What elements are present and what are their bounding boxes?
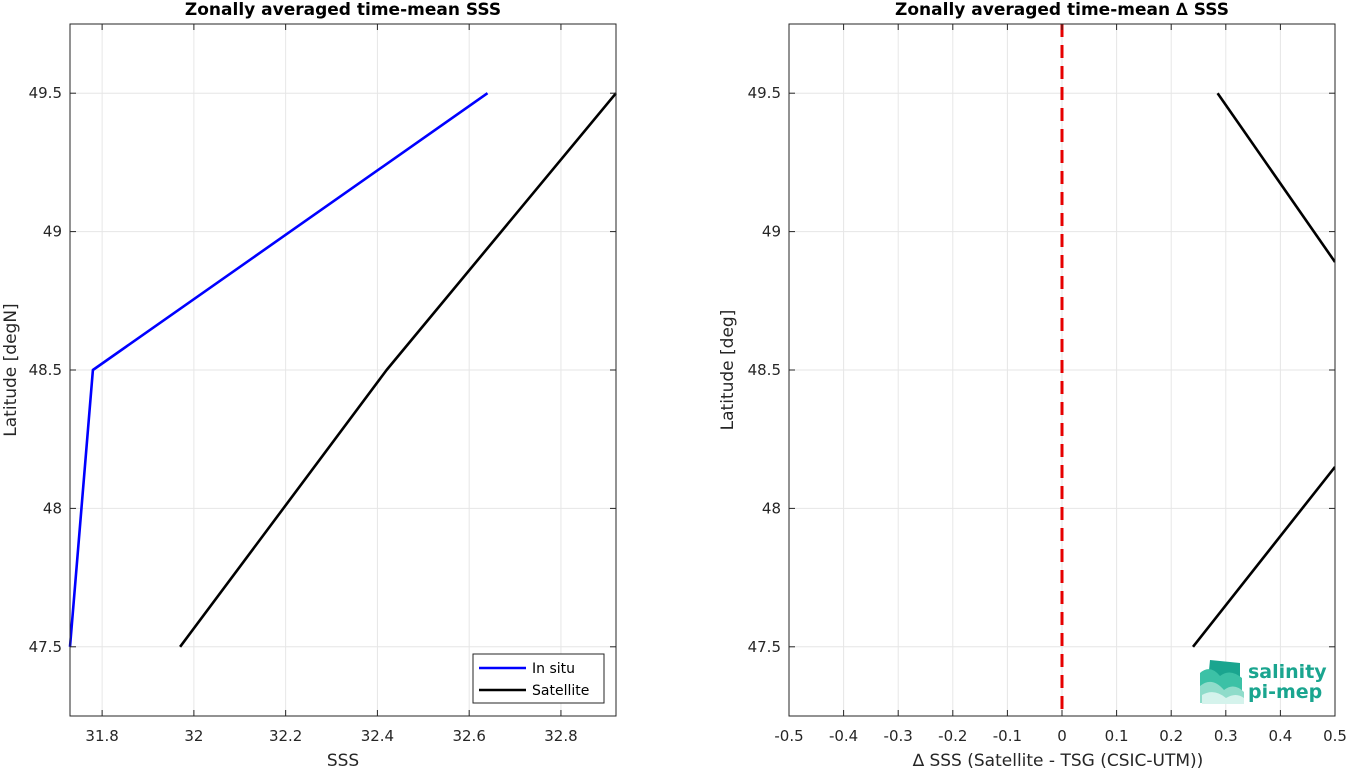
right-series-group (1191, 92, 1335, 648)
right-x-axis-label: ∆ SSS (Satellite - TSG (CSIC-UTM)) (912, 751, 1204, 769)
left-ticks: 31.8 32 32.2 32.4 32.6 32.8 47.5 48 48.5 49 49.5 (29, 24, 616, 745)
legend-label-satellite: Satellite (532, 683, 589, 699)
right-series-line-segment-1 (1191, 466, 1335, 648)
left-panel: 31.8 32 32.2 32.4 32.6 32.8 47.5 48 48.5 49 49.5 Z… (1, 0, 618, 769)
left-grid (70, 24, 616, 716)
left-x-tick-label: 32.8 (544, 727, 577, 745)
right-y-axis-label: Latitude [deg] (718, 310, 738, 431)
legend-box (472, 653, 605, 704)
left-y-tick-label: 49 (43, 223, 62, 241)
right-series-line-segment-2 (1216, 92, 1335, 263)
right-y-tick-label: 48 (762, 499, 781, 517)
legend-label-in-situ: In situ (532, 661, 575, 677)
right-x-tick-label: 0.1 (1105, 727, 1129, 745)
right-x-tick-label: 0.4 (1268, 727, 1292, 745)
left-x-tick-label: 31.8 (85, 727, 118, 745)
left-y-axis-label: Latitude [degN] (1, 303, 21, 436)
logo-text-pi-mep: pi-mep (1248, 681, 1322, 703)
right-ticks: -0.5 -0.4 -0.3 -0.2 -0.1 0 0.1 0.2 0.3 0.4 0.5 47.5… (748, 24, 1347, 745)
right-x-tick-label: -0.2 (938, 727, 967, 745)
right-x-tick-label: -0.3 (884, 727, 913, 745)
left-series-line-satellite (179, 92, 618, 648)
left-x-tick-label: 32.4 (361, 727, 394, 745)
right-x-tick-label: -0.1 (993, 727, 1022, 745)
logo-text-salinity: salinity (1248, 661, 1327, 683)
left-chart-title: Zonally averaged time-mean SSS (185, 0, 501, 20)
left-x-tick-label: 32.2 (269, 727, 302, 745)
right-x-tick-label: 0 (1057, 727, 1067, 745)
right-x-tick-label: 0.3 (1214, 727, 1238, 745)
right-y-tick-label: 49 (762, 223, 781, 241)
right-x-tick-label: -0.5 (774, 727, 803, 745)
right-chart-title: Zonally averaged time-mean ∆ SSS (895, 0, 1229, 20)
right-y-tick-label: 49.5 (748, 84, 781, 102)
salinity-pi-mep-logo: salinity pi-mep (1200, 660, 1327, 704)
right-x-tick-label: -0.4 (829, 727, 858, 745)
left-y-tick-label: 48.5 (29, 361, 62, 379)
right-panel: -0.5 -0.4 -0.3 -0.2 -0.1 0 0.1 0.2 0.3 0.4 0.5 47.5… (718, 0, 1347, 769)
left-y-tick-label: 48 (43, 499, 62, 517)
left-y-tick-label: 47.5 (29, 638, 62, 656)
left-x-tick-label: 32.6 (452, 727, 485, 745)
right-y-tick-label: 47.5 (748, 638, 781, 656)
left-y-tick-label: 49.5 (29, 84, 62, 102)
right-y-tick-label: 48.5 (748, 361, 781, 379)
waves-icon (1200, 660, 1244, 704)
left-x-axis-label: SSS (327, 751, 359, 769)
left-series-line-in-situ (68, 92, 489, 647)
legend: In situ Satellite (472, 653, 605, 704)
left-x-tick-label: 32 (184, 727, 203, 745)
left-series-group (68, 92, 618, 648)
right-x-tick-label: 0.5 (1323, 727, 1347, 745)
right-x-tick-label: 0.2 (1159, 727, 1183, 745)
